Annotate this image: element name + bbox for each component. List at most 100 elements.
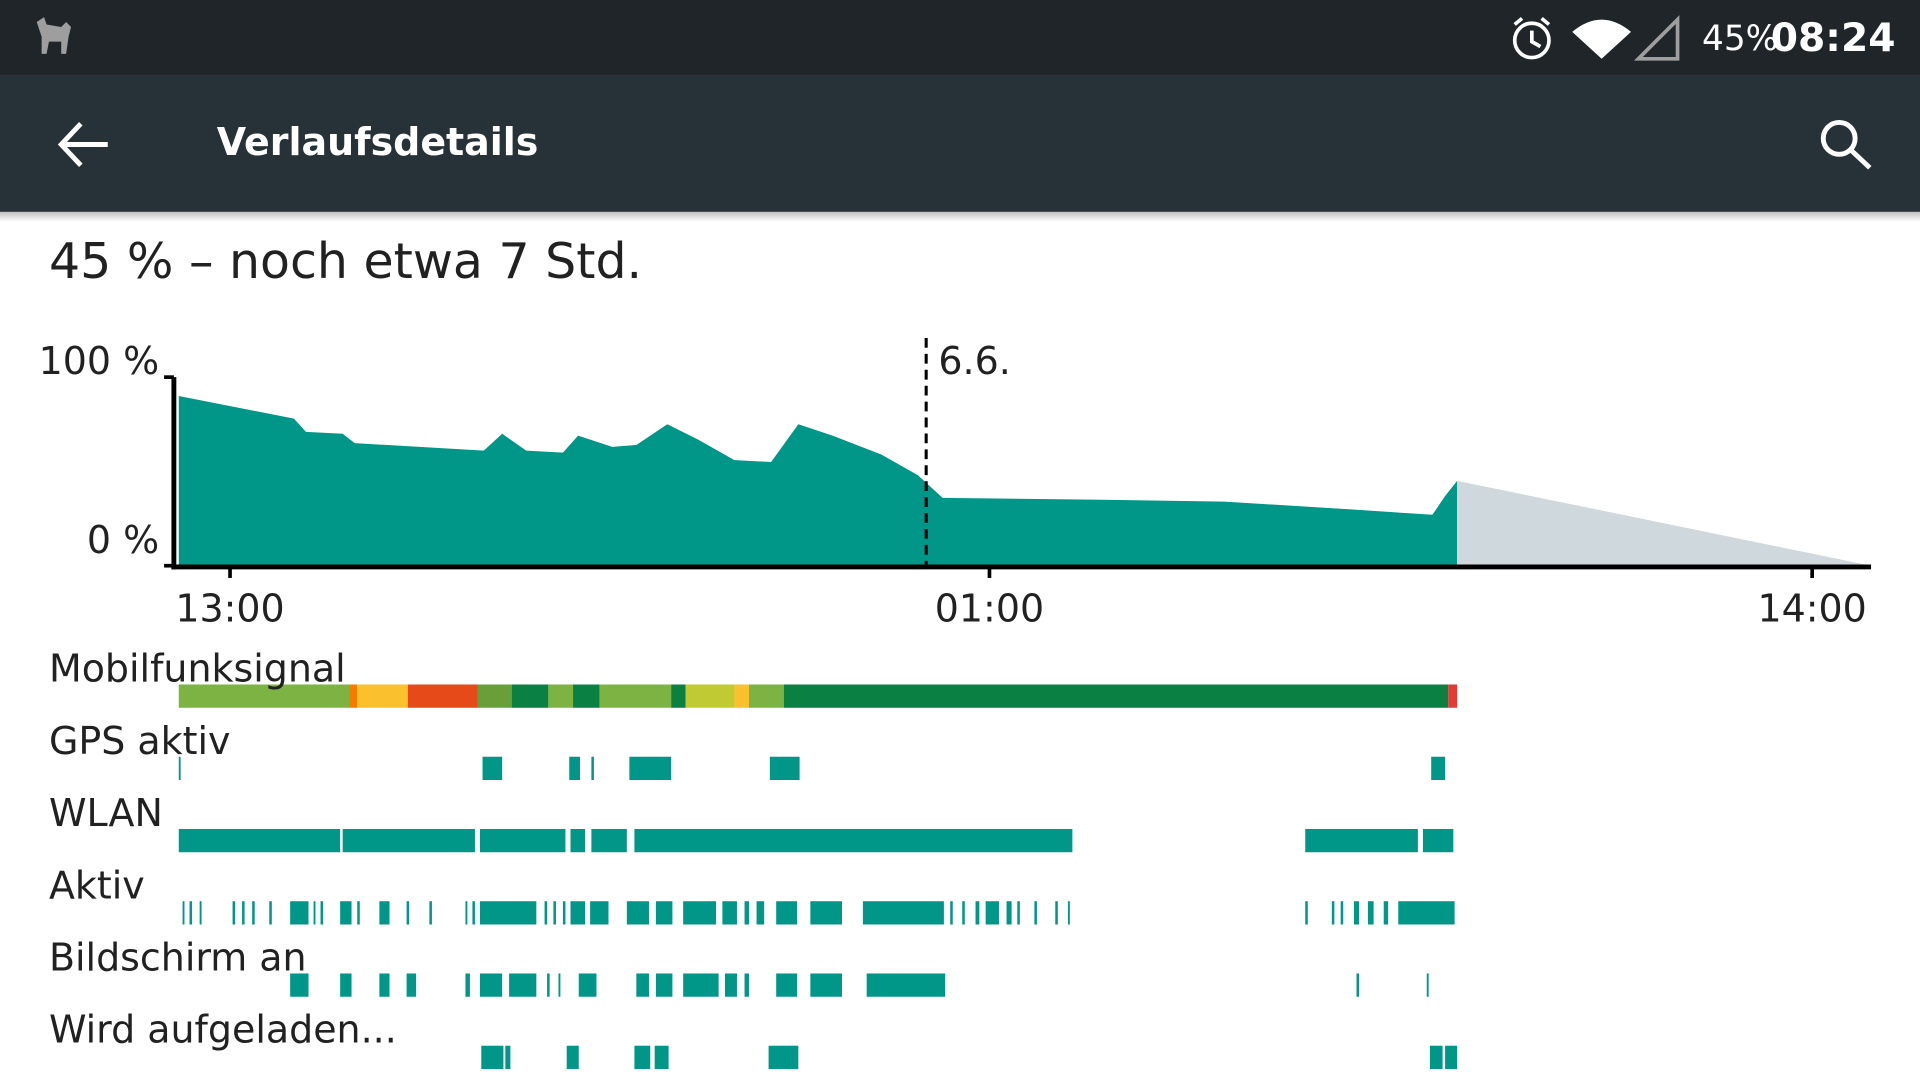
track-segment xyxy=(357,901,360,925)
track-segment xyxy=(768,1045,799,1069)
track-segment xyxy=(573,684,600,708)
track-segment xyxy=(547,973,550,997)
summary: 45 % – noch etwa 7 Std. xyxy=(49,233,642,290)
date-marker-label: 6.6. xyxy=(938,339,1010,383)
track-segment xyxy=(1431,756,1446,780)
track-segment xyxy=(634,1045,651,1069)
track-segment xyxy=(962,901,965,925)
track-segment xyxy=(683,973,719,997)
track-segment xyxy=(578,973,597,997)
app-icon xyxy=(36,17,72,54)
track-segment xyxy=(379,901,390,925)
track-segment xyxy=(950,901,953,925)
track-segment xyxy=(340,973,352,997)
track-segment xyxy=(505,1045,511,1069)
track-segment xyxy=(465,973,470,997)
track-segment xyxy=(1340,901,1344,925)
track-label: Mobilfunksignal xyxy=(49,647,346,691)
track-segment xyxy=(975,901,980,925)
track-segment xyxy=(744,973,749,997)
track-segment xyxy=(480,973,503,997)
track-segment xyxy=(570,828,586,853)
signal-icon xyxy=(1633,15,1680,61)
track-segment xyxy=(509,973,537,997)
track-segment xyxy=(481,1045,504,1069)
track-segment xyxy=(482,756,503,780)
track-segment xyxy=(511,684,549,708)
track-segment xyxy=(1017,901,1020,925)
track-segment xyxy=(406,901,410,925)
track-segment xyxy=(269,901,272,925)
track-segment xyxy=(722,901,737,925)
track-segment xyxy=(290,973,309,997)
track-segment xyxy=(866,973,946,997)
track-segment xyxy=(406,973,417,997)
search-button[interactable] xyxy=(1820,120,1872,170)
track-segment xyxy=(429,901,432,925)
track-segment xyxy=(553,901,556,925)
track-segment xyxy=(566,1045,579,1069)
track-segment xyxy=(465,901,468,925)
track-label: GPS aktiv xyxy=(49,719,231,763)
track-segment xyxy=(591,828,627,853)
track-segment xyxy=(1445,1045,1458,1069)
track-segment xyxy=(570,901,586,925)
track-segment xyxy=(748,684,784,708)
track-segment xyxy=(1448,684,1458,708)
status-bar xyxy=(0,0,1920,76)
track-segment xyxy=(756,901,765,925)
track-label: Wird aufgeladen... xyxy=(49,1008,397,1052)
track-segment xyxy=(683,901,717,925)
track-segment xyxy=(985,901,999,925)
battery-level: 45% xyxy=(1702,19,1778,59)
track-segment xyxy=(313,901,316,925)
track-segment xyxy=(636,973,649,997)
track-segment xyxy=(590,901,609,925)
track-segment xyxy=(1305,901,1308,925)
y-tick-label: 100 % xyxy=(39,339,160,383)
track-segment xyxy=(407,684,478,708)
track-segment xyxy=(178,828,341,853)
track-segment xyxy=(472,901,475,925)
track-segment xyxy=(671,684,686,708)
x-tick-label: 01:00 xyxy=(935,587,1044,631)
track-segment xyxy=(1331,901,1335,925)
x-tick-label: 13:00 xyxy=(175,587,284,631)
track-segment xyxy=(685,684,735,708)
track-segment xyxy=(342,828,475,853)
track-segment xyxy=(769,756,800,780)
track-segment xyxy=(349,684,358,708)
track-label: Bildschirm an xyxy=(49,935,307,979)
track-segment xyxy=(562,901,566,925)
track-segment xyxy=(629,756,672,780)
track-segment xyxy=(357,684,408,708)
track-segment xyxy=(1067,901,1070,925)
track-segment xyxy=(480,828,566,853)
track-segment xyxy=(1055,901,1058,925)
track-label: Aktiv xyxy=(49,863,145,907)
track-segment xyxy=(724,973,737,997)
track-segment xyxy=(1006,901,1012,925)
track-segment xyxy=(189,901,193,925)
track-segment xyxy=(655,973,673,997)
track-segment xyxy=(1353,901,1360,925)
track-segment xyxy=(477,684,512,708)
track-segment xyxy=(320,901,324,925)
track-segment xyxy=(744,901,749,925)
track-segment xyxy=(340,901,352,925)
track-segment xyxy=(776,973,798,997)
track-segment xyxy=(569,756,581,780)
back-button[interactable] xyxy=(57,121,108,167)
app-bar-shadow xyxy=(0,211,1920,222)
track-segment xyxy=(1426,973,1429,997)
app-bar-title: Verlaufsdetails xyxy=(217,120,539,164)
track-segment xyxy=(862,901,944,925)
track-segment xyxy=(783,684,1449,708)
track-segment xyxy=(558,973,561,997)
track-segment xyxy=(480,901,537,925)
track-segment xyxy=(1422,828,1454,853)
clock: 08:24 xyxy=(1771,16,1896,61)
track-segment xyxy=(1429,1045,1443,1069)
